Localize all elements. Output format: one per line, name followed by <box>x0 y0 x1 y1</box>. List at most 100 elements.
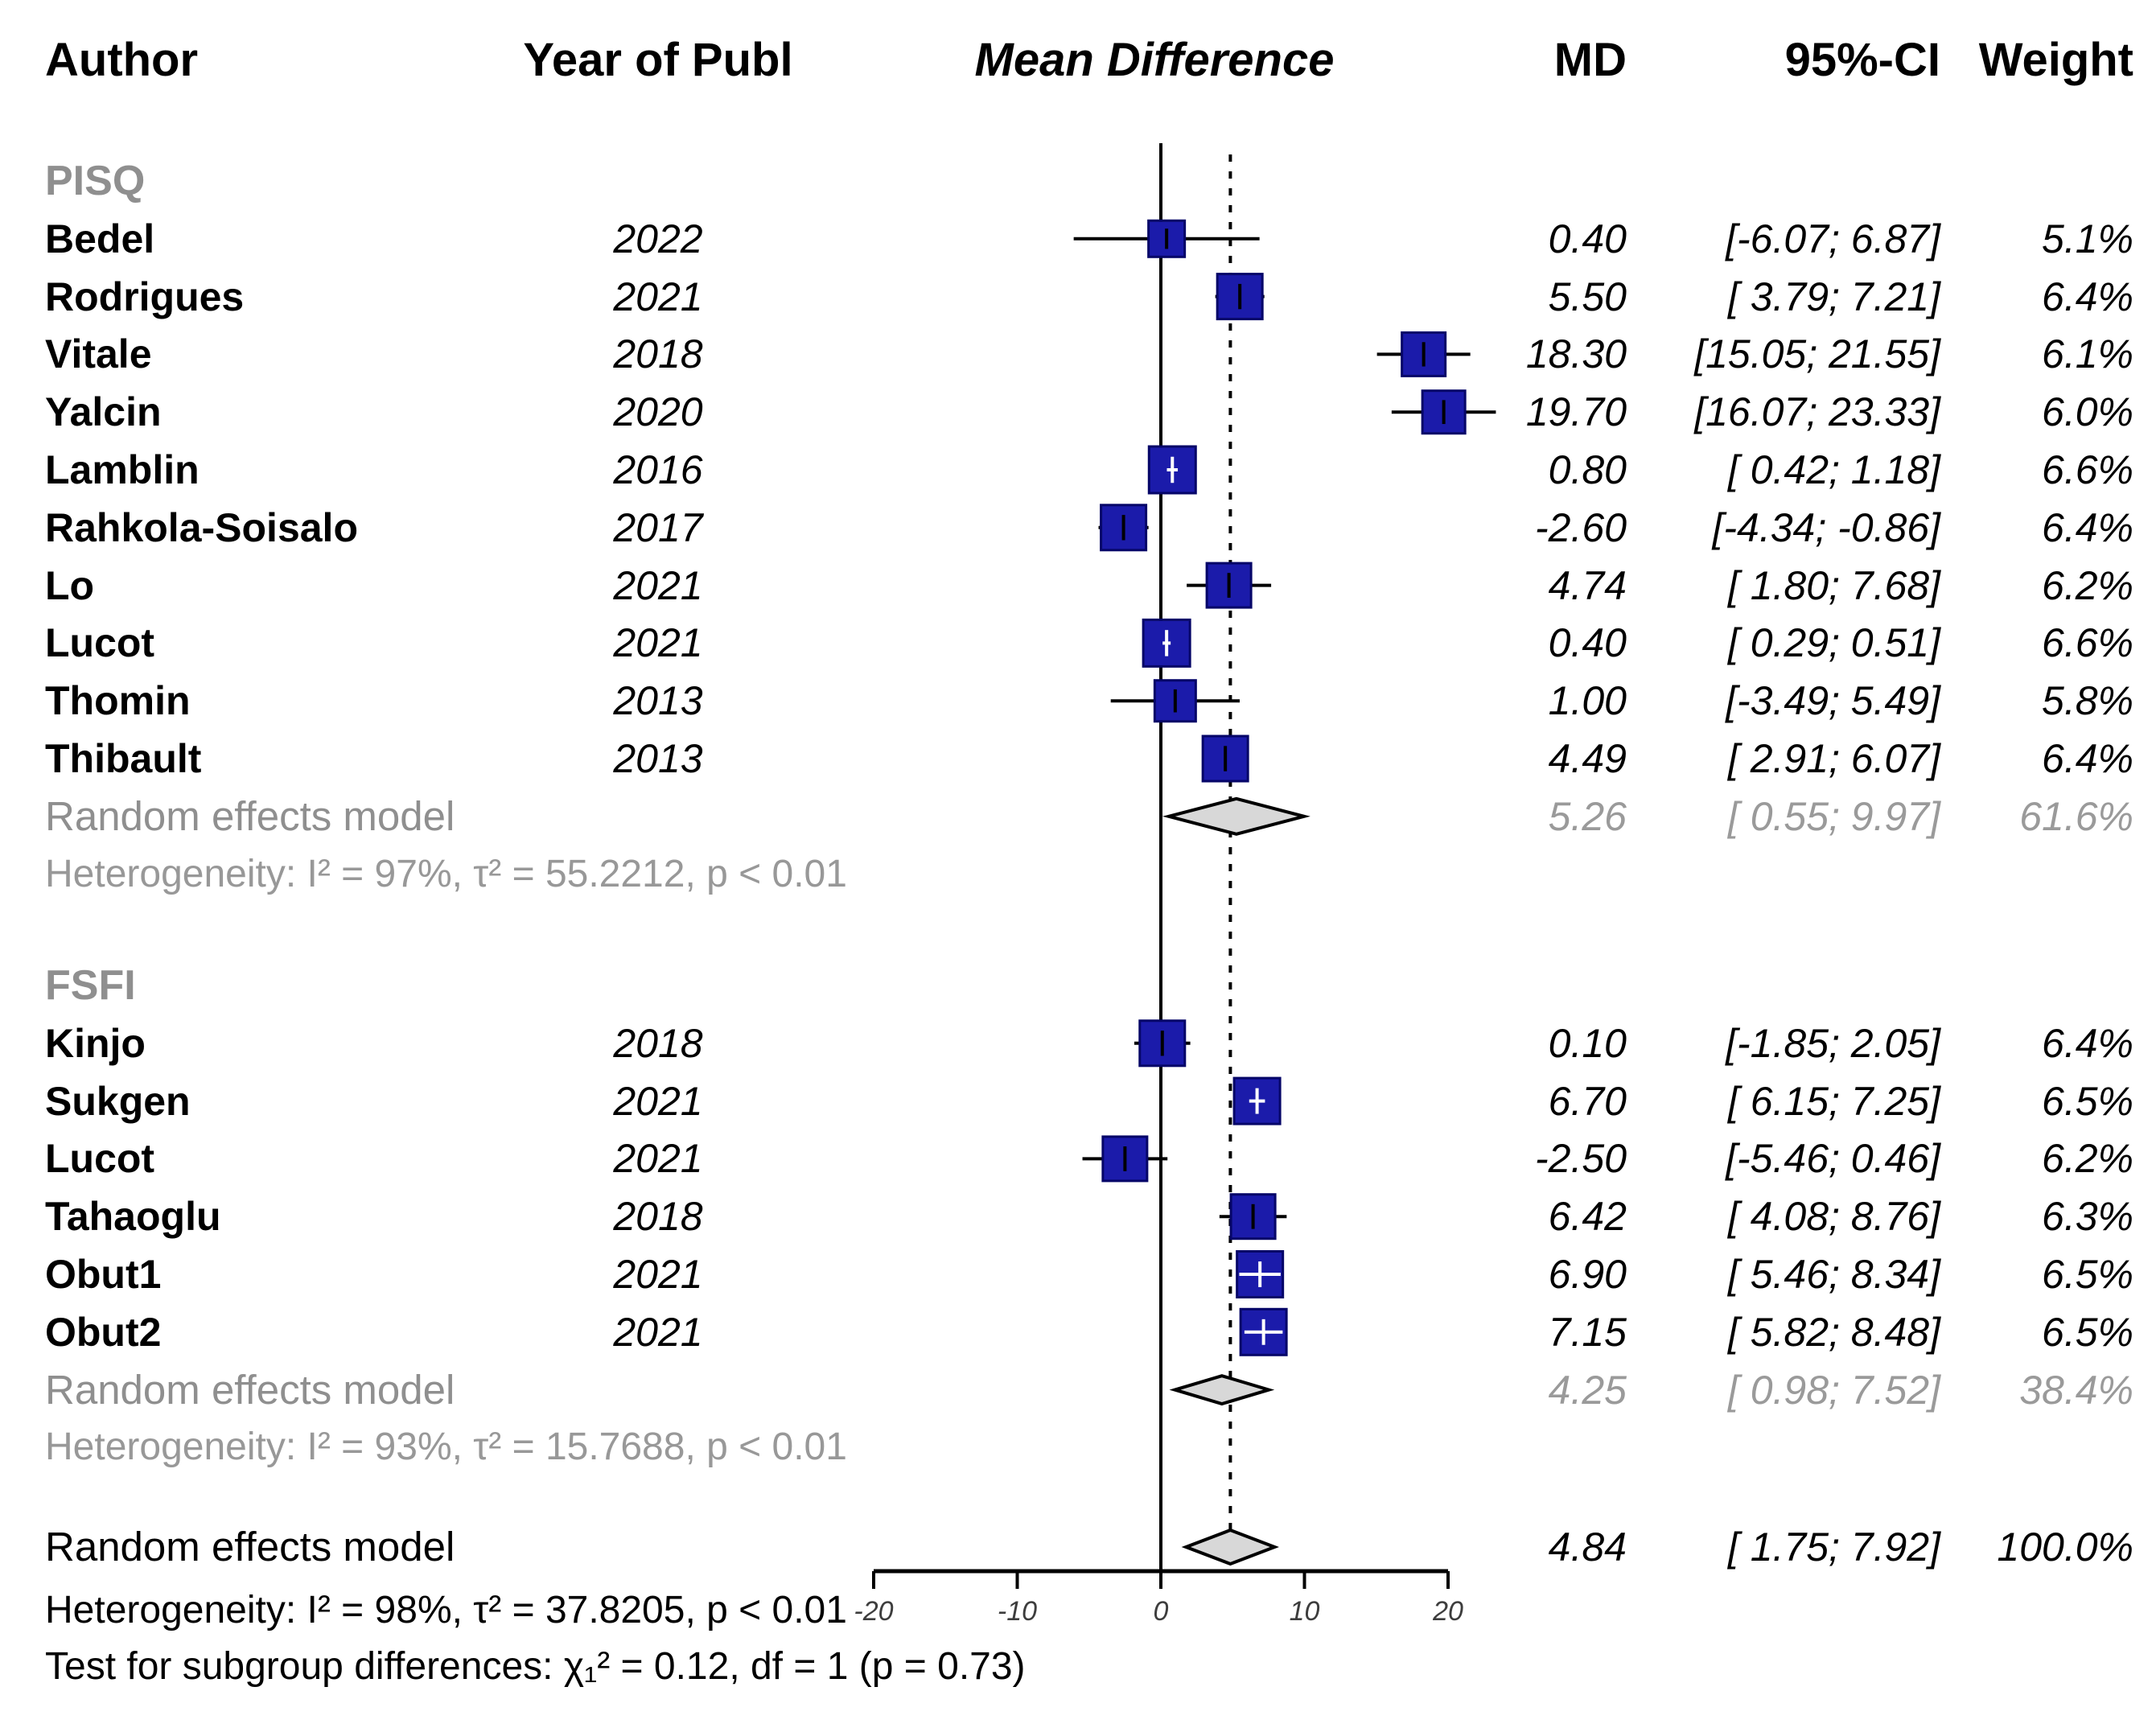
x-axis-tick-label: -20 <box>854 1596 894 1627</box>
md-value: -2.60 <box>1535 504 1627 550</box>
subgroup-summary-label: Random effects model <box>45 792 455 839</box>
study-year: 2020 <box>613 389 703 435</box>
column-header-ci: 95%-CI <box>1784 34 1940 86</box>
weight-value: 6.6% <box>2042 447 2133 492</box>
study-square <box>1142 618 1191 668</box>
ci-value: [ 2.91; 6.07] <box>1727 736 1940 781</box>
study-square <box>1147 445 1197 495</box>
study-author: Lamblin <box>45 447 200 492</box>
ci-value: [-3.49; 5.49] <box>1726 678 1940 724</box>
x-axis-tick-label: 0 <box>1153 1596 1169 1627</box>
point-marker-horizontal <box>1244 1330 1283 1334</box>
md-value: 5.50 <box>1548 274 1627 319</box>
x-axis-tick-label: 20 <box>1433 1596 1463 1627</box>
weight-value: 6.3% <box>2042 1194 2133 1240</box>
subgroup-summary-label: Random effects model <box>45 1366 455 1413</box>
study-author: Lucot <box>45 620 155 666</box>
column-header-author: Author <box>45 34 199 86</box>
md-value: 0.40 <box>1548 216 1627 261</box>
ci-value: [ 1.75; 7.92] <box>1727 1524 1940 1570</box>
column-header-md: MD <box>1553 34 1627 86</box>
study-year: 2018 <box>613 1020 703 1066</box>
heterogeneity-note: Heterogeneity: I² = 93%, τ² = 15.7688, p… <box>45 1426 847 1469</box>
study-author: Bedel <box>45 216 155 261</box>
x-axis-tick-label: -10 <box>997 1596 1038 1627</box>
weight-value: 6.1% <box>2042 331 2133 377</box>
point-marker-horizontal <box>1239 1273 1281 1276</box>
ci-value: [-6.07; 6.87] <box>1726 216 1940 261</box>
point-marker-horizontal <box>1166 468 1179 471</box>
md-value: 7.15 <box>1548 1309 1627 1355</box>
md-value: 6.90 <box>1548 1252 1627 1297</box>
point-marker-vertical <box>1121 515 1125 541</box>
study-year: 2013 <box>613 736 703 781</box>
overall-heterogeneity-note: Heterogeneity: I² = 98%, τ² = 37.8205, p… <box>45 1589 847 1631</box>
ci-value: [ 6.15; 7.25] <box>1727 1078 1940 1124</box>
ci-value: [ 5.46; 8.34] <box>1727 1252 1940 1297</box>
point-marker-vertical <box>1123 1146 1127 1171</box>
ci-value: [ 5.82; 8.48] <box>1727 1309 1940 1355</box>
md-value: -2.50 <box>1535 1136 1627 1182</box>
point-marker-vertical <box>1422 342 1426 367</box>
summary-diamond <box>1181 1528 1279 1566</box>
point-marker-vertical <box>1173 689 1177 713</box>
point-marker-horizontal <box>1162 641 1171 645</box>
md-value: 0.80 <box>1548 447 1627 492</box>
md-value: 6.42 <box>1548 1194 1627 1240</box>
study-year: 2022 <box>613 216 703 261</box>
ci-value: [-4.34; -0.86] <box>1712 504 1941 550</box>
ci-value: [ 0.29; 0.51] <box>1727 620 1940 666</box>
column-header-weight: Weight <box>1978 34 2133 86</box>
study-author: Kinjo <box>45 1020 146 1066</box>
weight-value: 5.1% <box>2042 216 2133 261</box>
study-square <box>1153 679 1197 723</box>
study-author: Yalcin <box>45 389 162 435</box>
weight-value: 6.4% <box>2042 736 2133 781</box>
md-value: 4.74 <box>1548 562 1627 608</box>
study-year: 2021 <box>613 1252 703 1297</box>
weight-value: 61.6% <box>2019 793 2133 839</box>
md-value: 18.30 <box>1525 331 1627 377</box>
md-value: 4.49 <box>1548 736 1627 781</box>
study-year: 2021 <box>613 274 703 319</box>
study-year: 2021 <box>613 1309 703 1355</box>
md-value: 4.84 <box>1548 1524 1627 1570</box>
study-author: Thibault <box>45 736 202 781</box>
study-year: 2013 <box>613 678 703 724</box>
weight-value: 38.4% <box>2019 1367 2133 1413</box>
ci-value: [ 1.80; 7.68] <box>1727 562 1940 608</box>
ci-value: [ 0.55; 9.97] <box>1727 793 1940 839</box>
study-square <box>1205 562 1253 609</box>
weight-value: 6.4% <box>2042 1020 2133 1066</box>
subgroup-label: PISQ <box>45 158 146 204</box>
study-year: 2021 <box>613 562 703 608</box>
weight-value: 6.0% <box>2042 389 2133 435</box>
md-value: 1.00 <box>1548 678 1627 724</box>
point-marker-vertical <box>1224 746 1228 771</box>
ci-value: [-1.85; 2.05] <box>1726 1020 1940 1066</box>
md-value: 5.26 <box>1548 793 1627 839</box>
ci-value: [16.07; 23.33] <box>1694 389 1940 435</box>
md-value: 0.40 <box>1548 620 1627 666</box>
x-axis-tick-label: 10 <box>1289 1596 1320 1627</box>
md-value: 19.70 <box>1525 389 1627 435</box>
heterogeneity-note: Heterogeneity: I² = 97%, τ² = 55.2212, p… <box>45 852 847 895</box>
study-year: 2021 <box>613 1078 703 1124</box>
point-marker-vertical <box>1442 400 1446 425</box>
weight-value: 6.2% <box>2042 562 2133 608</box>
study-year: 2016 <box>613 447 703 492</box>
overall-summary-label: Random effects model <box>45 1524 455 1570</box>
column-header-year: Year of Publ <box>523 34 793 86</box>
study-year: 2018 <box>613 1194 703 1240</box>
point-marker-vertical <box>1238 283 1242 310</box>
weight-value: 100.0% <box>1997 1524 2133 1570</box>
summary-diamond <box>1162 796 1310 836</box>
study-author: Lucot <box>45 1136 155 1182</box>
subgroup-label: FSFI <box>45 962 136 1009</box>
ci-value: [ 4.08; 8.76] <box>1727 1194 1940 1240</box>
point-marker-vertical <box>1160 1031 1164 1056</box>
study-author: Obut1 <box>45 1252 162 1297</box>
point-marker-vertical <box>1165 228 1169 249</box>
